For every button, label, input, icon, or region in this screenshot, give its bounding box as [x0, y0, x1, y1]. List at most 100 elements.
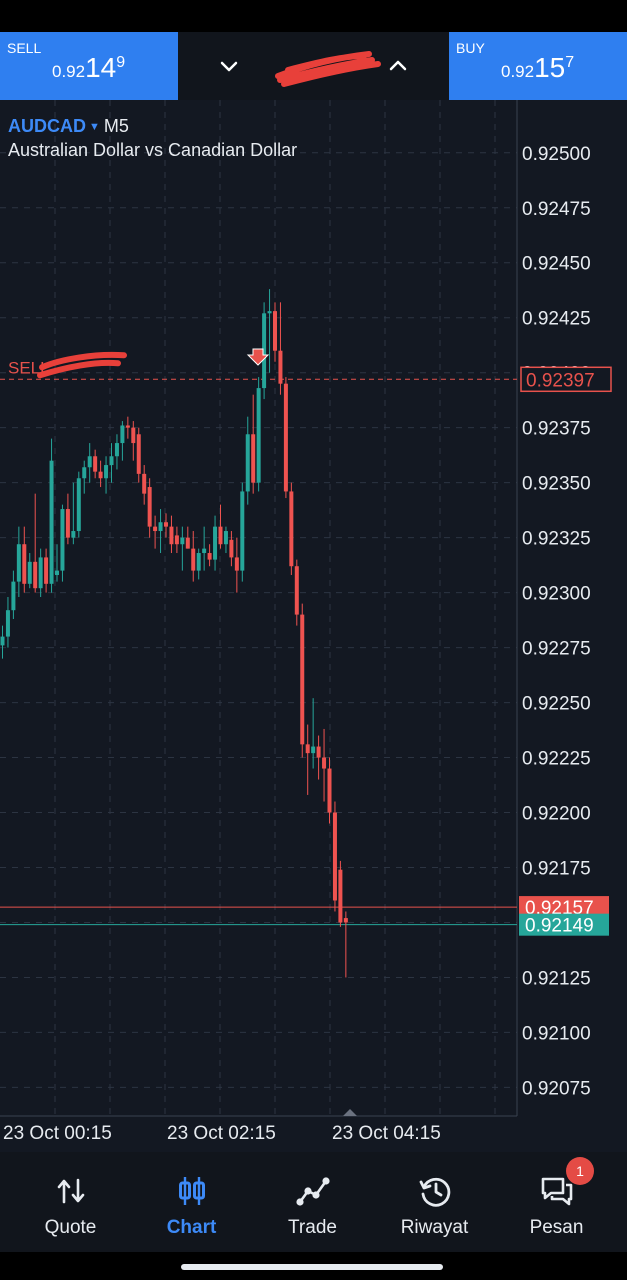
- nav-messages[interactable]: Pesan: [494, 1152, 619, 1252]
- candle-body: [327, 768, 332, 813]
- candle-body: [174, 535, 179, 545]
- candle-body: [164, 522, 168, 527]
- candle-body: [332, 812, 337, 901]
- buy-price-big: 15: [534, 52, 566, 83]
- buy-button[interactable]: BUY 0.92157: [449, 32, 627, 100]
- timeframe[interactable]: M5: [103, 116, 129, 136]
- candle-body: [11, 581, 16, 611]
- candle-body: [256, 388, 261, 483]
- chart-canvas[interactable]: 0.925000.924750.924500.924250.924000.923…: [0, 100, 627, 1152]
- candle-body: [142, 473, 147, 494]
- redaction-scribble: [275, 51, 381, 87]
- y-tick-label: 0.92175: [522, 858, 591, 879]
- candle-body: [153, 526, 158, 532]
- candle-body: [262, 313, 267, 389]
- y-tick-label: 0.92325: [522, 529, 591, 550]
- status-bar: [0, 0, 627, 32]
- candle-body: [93, 456, 98, 472]
- nav-history-label: Riwayat: [400, 1217, 469, 1238]
- y-tick-label: 0.92250: [522, 694, 591, 715]
- candle-body: [38, 557, 43, 589]
- price-lines: [0, 378, 517, 926]
- candle-body: [98, 471, 103, 479]
- candle-body: [169, 526, 174, 545]
- home-indicator-bar: [0, 1252, 627, 1280]
- y-tick-label: 0.92200: [522, 804, 591, 825]
- arrows-up-down-icon: [57, 1178, 84, 1204]
- candle-body: [251, 434, 256, 483]
- candles: [0, 289, 348, 978]
- chevron-down-icon[interactable]: [217, 54, 241, 78]
- candle-body: [245, 434, 250, 492]
- notification-badge: 1: [566, 1157, 594, 1185]
- candle-body: [60, 509, 65, 571]
- symbol-dropdown-icon[interactable]: ▼: [89, 121, 100, 133]
- candle-body: [65, 509, 70, 538]
- sell-order-price-label: 0.92397: [526, 370, 595, 391]
- y-tick-label: 0.92075: [522, 1078, 591, 1099]
- candle-body: [55, 570, 59, 576]
- x-tick-label: 23 Oct 02:15: [167, 1123, 276, 1144]
- candle-body: [229, 539, 234, 558]
- candle-body: [185, 537, 190, 549]
- candle-body: [338, 869, 343, 923]
- candle-body: [71, 531, 76, 538]
- candle-body: [147, 487, 152, 527]
- candle-body: [213, 526, 218, 560]
- scroll-marker-icon: [343, 1109, 357, 1116]
- chat-bubbles-icon: [541, 1177, 572, 1206]
- candle-body: [0, 636, 5, 646]
- candle-body: [322, 757, 327, 769]
- candle-body: [202, 548, 207, 554]
- y-tick-label: 0.92125: [522, 968, 591, 989]
- sell-price: 0.92149: [52, 52, 125, 84]
- sell-price-sup: 9: [116, 54, 126, 72]
- symbol-code[interactable]: AUDCAD: [8, 116, 86, 136]
- candle-body: [294, 566, 299, 615]
- chevron-up-icon[interactable]: [386, 54, 410, 78]
- candle-body: [316, 746, 321, 758]
- y-tick-label: 0.92275: [522, 639, 591, 660]
- sell-button[interactable]: SELL 0.92149: [0, 32, 178, 100]
- sell-order-price-box: [520, 366, 612, 393]
- sell-price-prefix: 0.92: [52, 62, 86, 81]
- candle-body: [300, 614, 305, 745]
- nav-chart[interactable]: Chart: [129, 1152, 254, 1252]
- sell-label: SELL: [7, 40, 42, 56]
- nav-quote[interactable]: Quote: [8, 1152, 133, 1252]
- candle-body: [5, 610, 10, 637]
- symbol-selector[interactable]: AUDCAD ▼ M5: [8, 116, 129, 137]
- candle-body: [33, 561, 38, 589]
- ask-price-box: [519, 896, 609, 919]
- y-tick-label: 0.92300: [522, 584, 591, 605]
- buy-price-sup: 7: [565, 54, 575, 72]
- y-tick-label: 0.92375: [522, 419, 591, 440]
- candle-body: [234, 557, 239, 571]
- candle-body: [180, 537, 185, 545]
- y-tick-label: 0.92350: [522, 474, 591, 495]
- redaction-scribble: [37, 351, 127, 379]
- candle-body: [343, 918, 348, 923]
- candle-body: [82, 467, 87, 479]
- nav-trade-label: Trade: [288, 1217, 337, 1238]
- price-chart[interactable]: 0.925000.924750.924500.924250.924000.923…: [0, 100, 627, 1152]
- candle-body: [87, 456, 92, 468]
- y-tick-label: 0.92500: [522, 144, 591, 165]
- candle-body: [114, 443, 119, 457]
- candle-body: [22, 544, 27, 584]
- sell-price-big: 14: [85, 52, 117, 83]
- buy-price-prefix: 0.92: [501, 62, 535, 81]
- candle-body: [218, 526, 223, 545]
- candle-body: [44, 557, 49, 584]
- nav-messages-label: Pesan: [529, 1217, 584, 1238]
- x-tick-label: 23 Oct 04:15: [332, 1123, 441, 1144]
- y-tick-label: 0.92100: [522, 1023, 591, 1044]
- candle-body: [49, 460, 54, 584]
- nav-history[interactable]: Riwayat: [372, 1152, 497, 1252]
- y-tick-label: 0.92225: [522, 749, 591, 770]
- candle-body: [196, 553, 201, 571]
- nav-trade[interactable]: Trade: [250, 1152, 375, 1252]
- bid-price-label: 0.92149: [525, 916, 594, 937]
- candle-body: [136, 434, 141, 474]
- home-indicator[interactable]: [181, 1264, 443, 1270]
